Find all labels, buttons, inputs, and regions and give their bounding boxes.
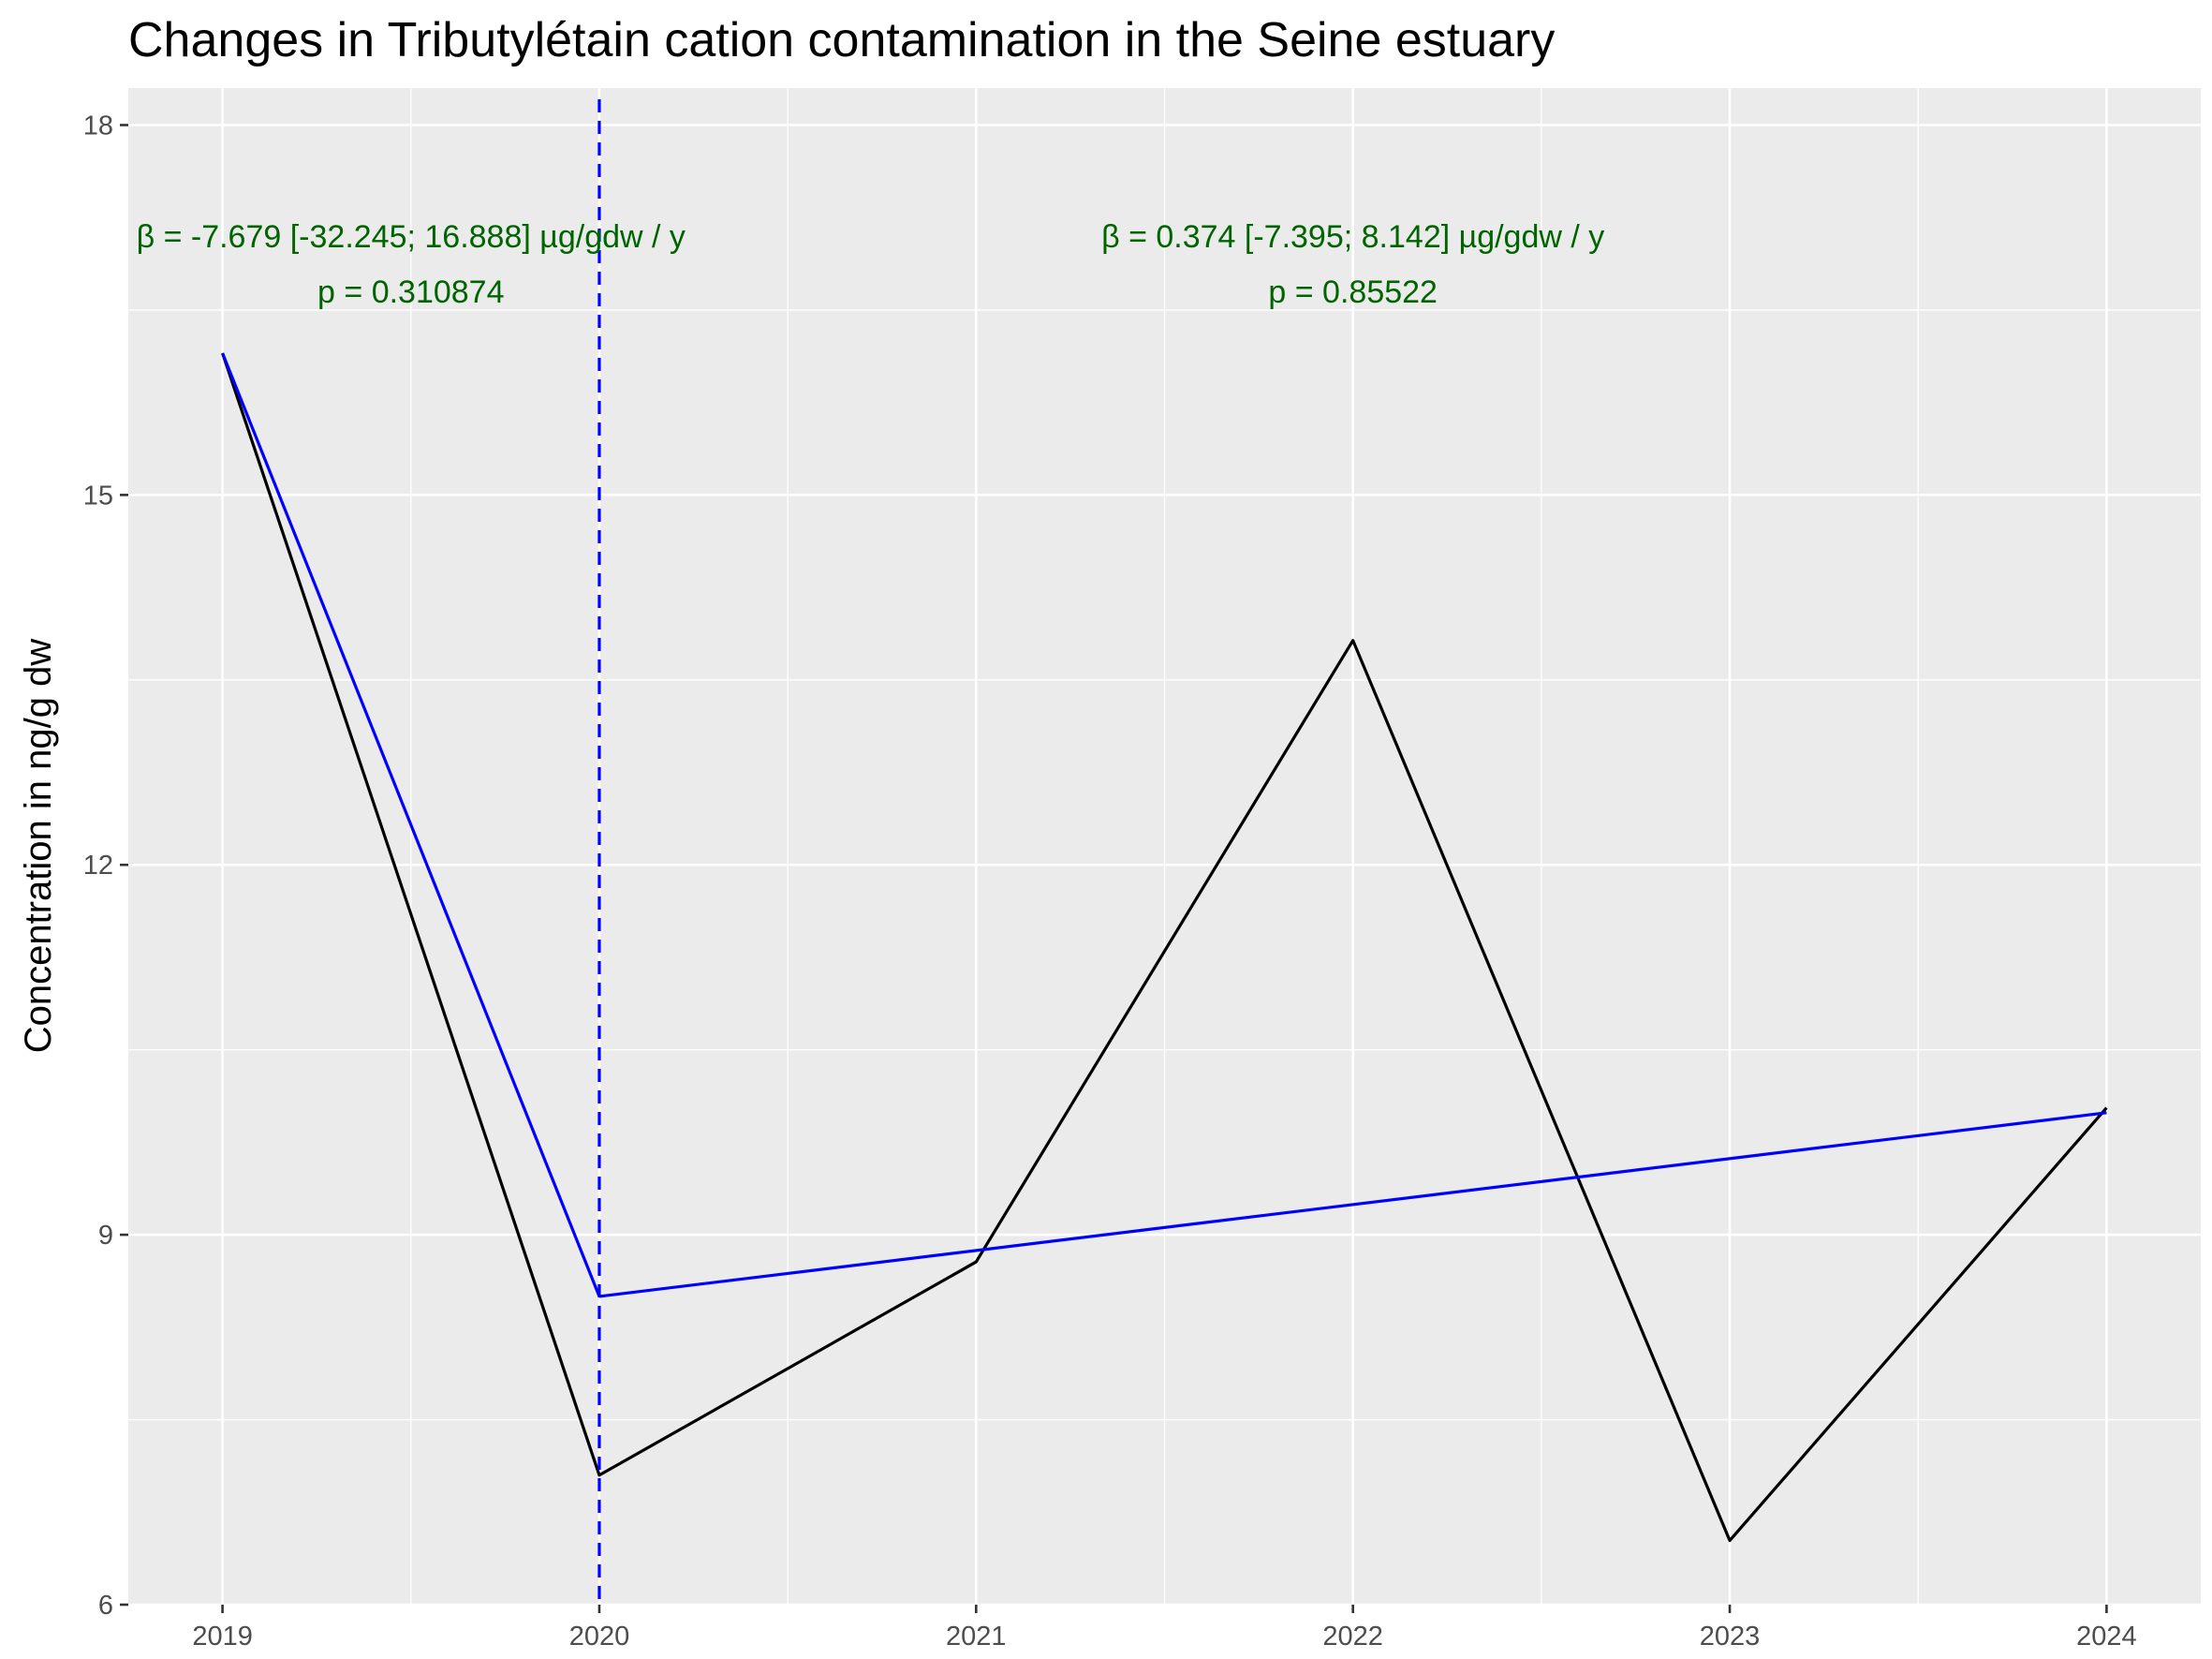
annotation-1-line-2: p = 0.310874 <box>317 274 504 310</box>
annotation-layer: β = -7.679 [-32.245; 16.888] µg/gdw / y p… <box>137 219 1605 310</box>
y-tick-label: 18 <box>83 111 113 141</box>
trend-segment <box>598 1111 2107 1298</box>
y-tick-label: 12 <box>83 851 113 881</box>
x-tick-label: 2020 <box>569 1622 630 1652</box>
grid-minor <box>128 88 2201 1605</box>
x-tick-label: 2021 <box>946 1622 1007 1652</box>
chart-title: Changes in Tributylétain cation contamin… <box>128 13 1555 67</box>
x-tick-label: 2022 <box>1322 1622 1383 1652</box>
annotation-2-line-2: p = 0.85522 <box>1268 274 1438 310</box>
y-tick-label: 15 <box>83 481 113 511</box>
trend-segment <box>221 352 601 1297</box>
x-tick-label: 2024 <box>2076 1622 2137 1652</box>
annotation-1-line-1: β = -7.679 [-32.245; 16.888] µg/gdw / y <box>137 219 686 255</box>
y-axis-label: Concentration in ng/g dw <box>18 639 59 1054</box>
y-tick-label: 9 <box>98 1221 113 1251</box>
observed-line <box>221 352 2108 1543</box>
axis-layer: 2019 2020 2021 2022 2023 2024 6 9 12 15 18 <box>83 111 2137 1652</box>
series-layer <box>221 99 2108 1605</box>
x-tick-label: 2019 <box>192 1622 253 1652</box>
x-tick-label: 2023 <box>1700 1622 1761 1652</box>
annotation-2-line-1: β = 0.374 [-7.395; 8.142] µg/gdw / y <box>1101 219 1604 255</box>
y-tick-label: 6 <box>98 1591 113 1621</box>
